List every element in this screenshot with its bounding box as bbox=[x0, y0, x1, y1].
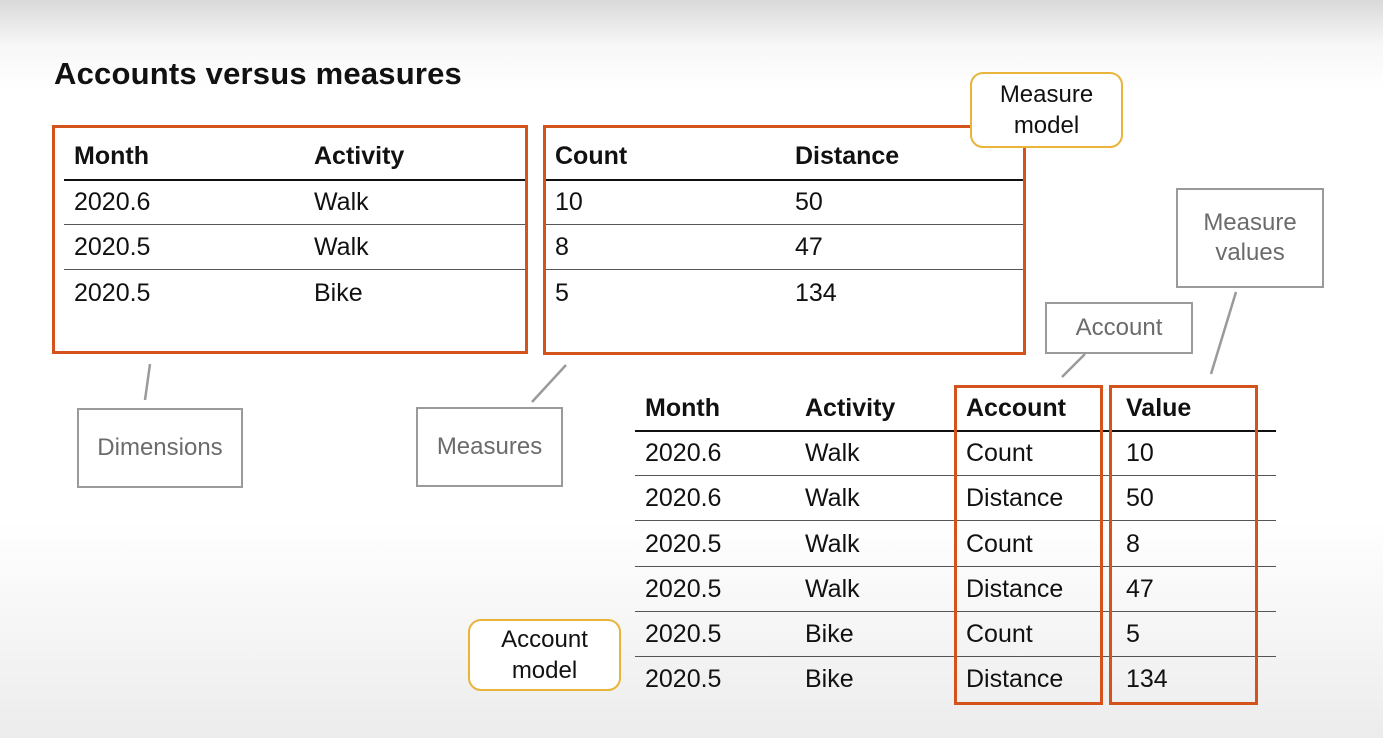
header-account: Account bbox=[966, 394, 1066, 422]
table-cell: 47 bbox=[795, 233, 823, 261]
table-cell: 2020.5 bbox=[645, 665, 722, 693]
table-cell: Walk bbox=[805, 484, 860, 512]
measure-values-label-line2: values bbox=[1215, 239, 1285, 266]
table-cell: 2020.6 bbox=[74, 188, 151, 216]
dimensions-label: Dimensions bbox=[77, 408, 243, 488]
connector-measure-values bbox=[1209, 291, 1238, 375]
table-cell: 5 bbox=[555, 279, 569, 307]
table-cell: 8 bbox=[555, 233, 569, 261]
measures-highlight-box bbox=[543, 125, 1026, 355]
measures-table: Count Distance 10 50 8 47 5 134 bbox=[545, 142, 1025, 332]
table-cell: Count bbox=[966, 439, 1033, 467]
measures-label: Measures bbox=[416, 407, 563, 487]
value-column-highlight-box bbox=[1109, 385, 1258, 705]
account-column-highlight-box bbox=[954, 385, 1103, 705]
header-activity: Activity bbox=[314, 142, 405, 170]
table-cell: Distance bbox=[966, 665, 1064, 693]
table-cell: 2020.5 bbox=[645, 530, 722, 558]
table-cell: 2020.5 bbox=[74, 279, 151, 307]
header-count: Count bbox=[555, 142, 628, 170]
table-cell: 134 bbox=[795, 279, 837, 307]
connector-measures bbox=[531, 364, 567, 403]
account-model-label-line2: model bbox=[511, 657, 578, 684]
dimensions-table: Month Activity 2020.6 Walk 2020.5 Walk 2… bbox=[64, 142, 526, 332]
measures-label-text: Measures bbox=[436, 433, 543, 460]
header-month: Month bbox=[645, 394, 720, 422]
table-cell: Bike bbox=[805, 665, 854, 693]
header-distance: Distance bbox=[795, 142, 900, 170]
table-cell: 2020.6 bbox=[645, 439, 722, 467]
account-model-label: Account model bbox=[468, 619, 621, 691]
table-cell: 8 bbox=[1126, 530, 1140, 558]
table-cell: 2020.6 bbox=[645, 484, 722, 512]
header-value: Value bbox=[1126, 394, 1192, 422]
table-cell: 50 bbox=[1126, 484, 1154, 512]
table-cell: Distance bbox=[966, 484, 1064, 512]
table-cell: Walk bbox=[805, 575, 860, 603]
table-cell: Count bbox=[966, 530, 1033, 558]
measure-model-label-line2: model bbox=[1013, 112, 1080, 139]
table-cell: Walk bbox=[314, 233, 369, 261]
table-cell: Bike bbox=[805, 620, 854, 648]
measure-model-label: Measure model bbox=[970, 72, 1123, 148]
connector-dimensions bbox=[143, 363, 152, 401]
header-divider bbox=[545, 179, 1025, 181]
row-divider bbox=[64, 269, 526, 270]
measure-values-label: Measure values bbox=[1176, 188, 1324, 288]
header-activity: Activity bbox=[805, 394, 896, 422]
table-cell: 10 bbox=[555, 188, 583, 216]
table-cell: Distance bbox=[966, 575, 1064, 603]
table-cell: Walk bbox=[314, 188, 369, 216]
table-cell: Count bbox=[966, 620, 1033, 648]
account-label-text: Account bbox=[1075, 314, 1163, 341]
table-cell: Walk bbox=[805, 530, 860, 558]
table-cell: 2020.5 bbox=[645, 575, 722, 603]
table-cell: 50 bbox=[795, 188, 823, 216]
measure-model-label-line1: Measure bbox=[999, 81, 1094, 108]
table-cell: Walk bbox=[805, 439, 860, 467]
dimensions-label-text: Dimensions bbox=[97, 434, 223, 461]
measure-values-label-line1: Measure bbox=[1203, 209, 1297, 236]
account-label: Account bbox=[1045, 302, 1193, 354]
table-cell: Bike bbox=[314, 279, 363, 307]
table-cell: 5 bbox=[1126, 620, 1140, 648]
header-month: Month bbox=[74, 142, 149, 170]
table-cell: 10 bbox=[1126, 439, 1154, 467]
slide-title: Accounts versus measures bbox=[54, 56, 462, 91]
account-model-label-line1: Account bbox=[501, 626, 588, 653]
header-divider bbox=[64, 179, 526, 181]
row-divider bbox=[545, 269, 1025, 270]
table-cell: 47 bbox=[1126, 575, 1154, 603]
row-divider bbox=[64, 224, 526, 225]
connector-account bbox=[1061, 353, 1086, 378]
row-divider bbox=[545, 224, 1025, 225]
table-cell: 134 bbox=[1126, 665, 1168, 693]
table-cell: 2020.5 bbox=[645, 620, 722, 648]
dimensions-highlight-box bbox=[52, 125, 528, 354]
table-cell: 2020.5 bbox=[74, 233, 151, 261]
